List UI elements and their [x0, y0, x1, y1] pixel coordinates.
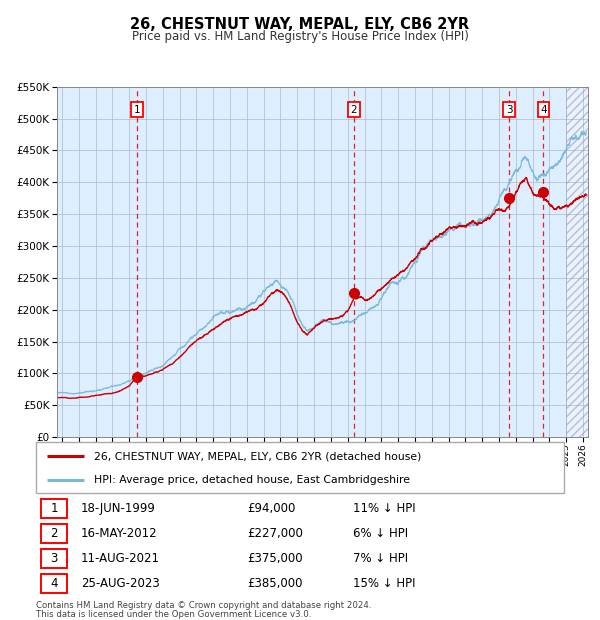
Text: 25-AUG-2023: 25-AUG-2023	[81, 577, 160, 590]
Text: 1: 1	[50, 502, 58, 515]
Text: 15% ↓ HPI: 15% ↓ HPI	[353, 577, 415, 590]
Text: 11% ↓ HPI: 11% ↓ HPI	[353, 502, 415, 515]
Text: 2: 2	[350, 105, 357, 115]
Bar	[566, 87, 588, 437]
Text: 3: 3	[50, 552, 58, 565]
Text: 2: 2	[50, 527, 58, 540]
Text: 1: 1	[134, 105, 140, 115]
Text: 7% ↓ HPI: 7% ↓ HPI	[353, 552, 408, 565]
Text: Price paid vs. HM Land Registry's House Price Index (HPI): Price paid vs. HM Land Registry's House …	[131, 30, 469, 43]
Text: 18-JUN-1999: 18-JUN-1999	[81, 502, 156, 515]
Text: 6% ↓ HPI: 6% ↓ HPI	[353, 527, 408, 540]
Text: 3: 3	[506, 105, 512, 115]
Bar	[41, 549, 67, 568]
Text: 26, CHESTNUT WAY, MEPAL, ELY, CB6 2YR: 26, CHESTNUT WAY, MEPAL, ELY, CB6 2YR	[130, 17, 470, 32]
Bar	[566, 87, 588, 437]
Text: 4: 4	[540, 105, 547, 115]
Text: This data is licensed under the Open Government Licence v3.0.: This data is licensed under the Open Gov…	[36, 610, 311, 619]
Bar	[41, 499, 67, 518]
Text: Contains HM Land Registry data © Crown copyright and database right 2024.: Contains HM Land Registry data © Crown c…	[36, 601, 371, 611]
Text: £227,000: £227,000	[247, 527, 303, 540]
Text: £375,000: £375,000	[247, 552, 303, 565]
Text: 26, CHESTNUT WAY, MEPAL, ELY, CB6 2YR (detached house): 26, CHESTNUT WAY, MEPAL, ELY, CB6 2YR (d…	[94, 451, 421, 461]
Text: £385,000: £385,000	[247, 577, 303, 590]
Bar	[41, 575, 67, 593]
Text: 4: 4	[50, 577, 58, 590]
Text: 11-AUG-2021: 11-AUG-2021	[81, 552, 160, 565]
Text: £94,000: £94,000	[247, 502, 296, 515]
Bar	[41, 525, 67, 543]
Text: 16-MAY-2012: 16-MAY-2012	[81, 527, 158, 540]
Text: HPI: Average price, detached house, East Cambridgeshire: HPI: Average price, detached house, East…	[94, 475, 410, 485]
